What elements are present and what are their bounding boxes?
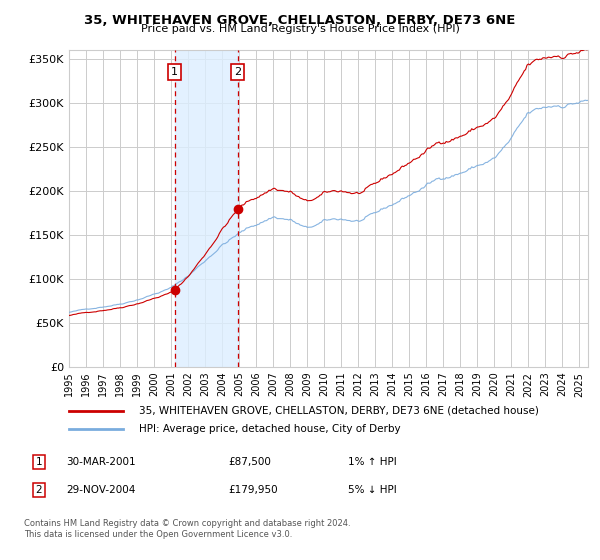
Bar — [175, 50, 238, 367]
Text: 1: 1 — [171, 67, 178, 77]
Text: 1% ↑ HPI: 1% ↑ HPI — [348, 457, 397, 467]
Text: Contains HM Land Registry data © Crown copyright and database right 2024.
This d: Contains HM Land Registry data © Crown c… — [24, 520, 350, 539]
Text: 35, WHITEHAVEN GROVE, CHELLASTON, DERBY, DE73 6NE (detached house): 35, WHITEHAVEN GROVE, CHELLASTON, DERBY,… — [139, 406, 539, 416]
Text: Price paid vs. HM Land Registry's House Price Index (HPI): Price paid vs. HM Land Registry's House … — [140, 24, 460, 34]
Text: 35, WHITEHAVEN GROVE, CHELLASTON, DERBY, DE73 6NE: 35, WHITEHAVEN GROVE, CHELLASTON, DERBY,… — [85, 14, 515, 27]
Text: £87,500: £87,500 — [228, 457, 271, 467]
Text: 1: 1 — [35, 457, 43, 467]
Text: 2: 2 — [35, 485, 43, 495]
Text: 29-NOV-2004: 29-NOV-2004 — [66, 485, 136, 495]
Text: 30-MAR-2001: 30-MAR-2001 — [66, 457, 136, 467]
Text: HPI: Average price, detached house, City of Derby: HPI: Average price, detached house, City… — [139, 424, 400, 434]
Text: 2: 2 — [234, 67, 241, 77]
Text: £179,950: £179,950 — [228, 485, 278, 495]
Text: 5% ↓ HPI: 5% ↓ HPI — [348, 485, 397, 495]
